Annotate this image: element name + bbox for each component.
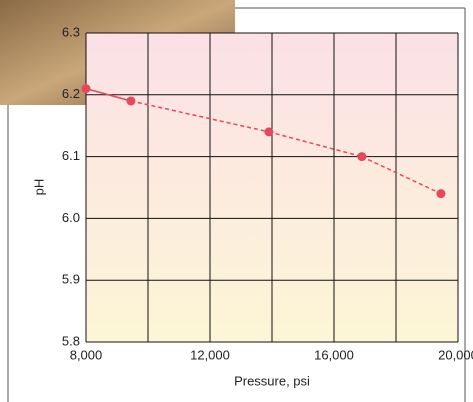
y-tick-label: 5.8	[62, 333, 80, 348]
chart: pH Pressure, psi 6.3 6.2 6.1 6.0 5.9 5.88,000…	[0, 0, 473, 402]
y-tick-label: 6.0	[62, 210, 80, 225]
y-tick-label: 6.3	[62, 24, 80, 39]
x-axis-label: Pressure, psi	[234, 373, 310, 388]
y-tick-label: 6.2	[62, 86, 80, 101]
data-point	[436, 189, 445, 198]
data-point	[264, 127, 273, 136]
data-point	[82, 84, 91, 93]
x-tick-label: 12,000	[190, 347, 230, 362]
y-axis-label: pH	[31, 179, 46, 196]
x-tick-label: 16,000	[314, 347, 354, 362]
x-tick-label: 20,000	[438, 347, 473, 362]
data-point	[357, 152, 366, 161]
y-tick-label: 5.9	[62, 272, 80, 287]
x-tick-label: 8,000	[70, 347, 103, 362]
y-tick-label: 6.1	[62, 148, 80, 163]
page: pH Pressure, psi 6.3 6.2 6.1 6.0 5.9 5.88,000…	[0, 0, 473, 402]
data-point	[126, 96, 135, 105]
